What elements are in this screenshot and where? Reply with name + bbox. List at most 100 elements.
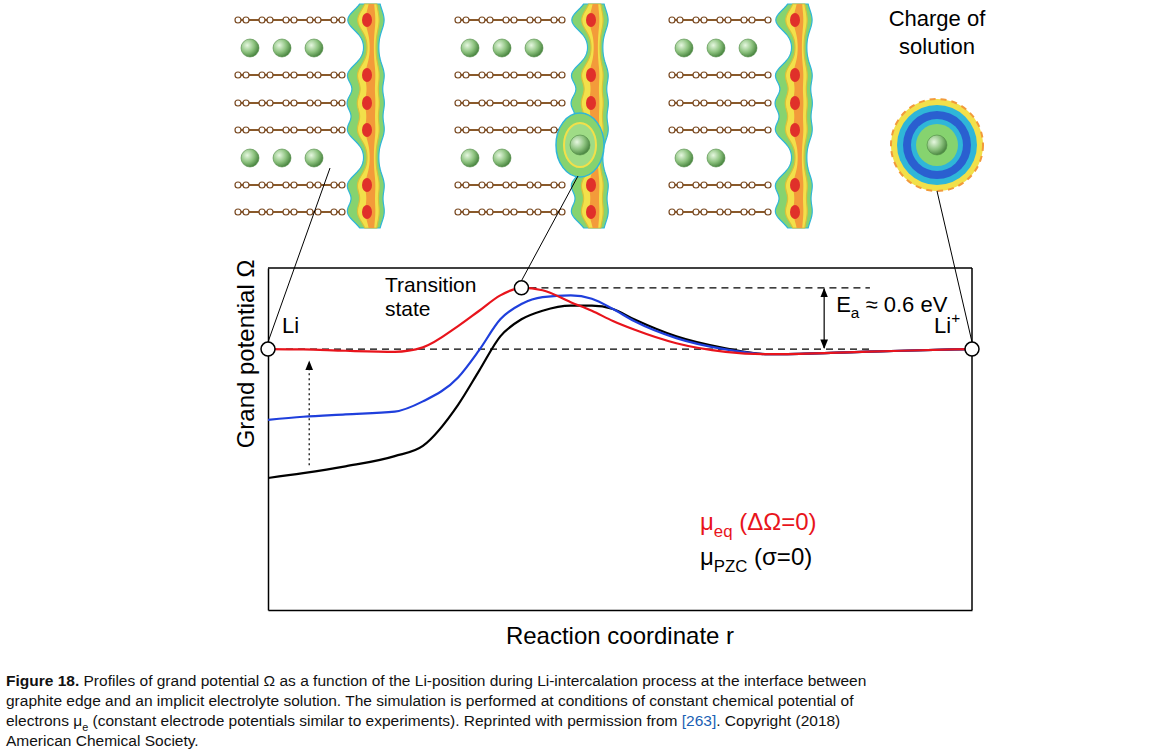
text-run: E xyxy=(836,292,851,317)
carbon xyxy=(283,100,289,106)
density-peak xyxy=(362,178,372,192)
carbon xyxy=(749,209,755,215)
solution-shell xyxy=(891,99,983,191)
carbon xyxy=(511,127,517,133)
graphite-layer xyxy=(235,209,345,215)
carbon xyxy=(693,209,699,215)
carbon xyxy=(235,127,241,133)
density-peak xyxy=(586,68,596,82)
carbon xyxy=(677,182,683,188)
carbon xyxy=(717,100,723,106)
li-atom xyxy=(461,39,479,57)
carbon xyxy=(535,17,541,23)
shift-arrow xyxy=(309,361,310,465)
text-run: . Copyright (2018) xyxy=(716,712,840,729)
carbon xyxy=(669,127,675,133)
carbon xyxy=(503,209,509,215)
li-atom xyxy=(707,39,725,57)
graphite-layer xyxy=(455,127,565,133)
carbon xyxy=(243,17,249,23)
carbon xyxy=(741,72,747,78)
carbon xyxy=(487,72,493,78)
text-run: eq xyxy=(714,522,733,541)
carbon xyxy=(693,72,699,78)
carbon xyxy=(487,17,493,23)
carbon xyxy=(765,72,771,78)
carbon xyxy=(669,72,675,78)
carbon xyxy=(235,100,241,106)
carbon xyxy=(701,17,707,23)
text-run: Li xyxy=(282,313,299,338)
carbon xyxy=(749,127,755,133)
carbon xyxy=(455,17,461,23)
graphite-layer xyxy=(235,100,345,106)
graphite-layer xyxy=(669,127,771,133)
text-run: μ xyxy=(700,543,714,570)
carbon xyxy=(749,72,755,78)
carbon xyxy=(479,182,485,188)
graphite-layer xyxy=(455,17,565,23)
carbon xyxy=(527,182,533,188)
li-atom xyxy=(707,149,725,167)
text-run: state xyxy=(385,297,431,320)
carbon xyxy=(511,100,517,106)
carbon xyxy=(511,209,517,215)
carbon xyxy=(741,127,747,133)
density-peak xyxy=(362,123,372,137)
carbon xyxy=(701,209,707,215)
carbon xyxy=(503,182,509,188)
carbon xyxy=(307,127,313,133)
carbon xyxy=(243,127,249,133)
carbon xyxy=(267,17,273,23)
carbon xyxy=(487,182,493,188)
carbon xyxy=(503,127,509,133)
graphite-layer xyxy=(455,182,565,188)
carbon xyxy=(741,100,747,106)
text-run: PZC xyxy=(714,557,748,576)
x-axis xyxy=(269,610,973,611)
carbon xyxy=(677,17,683,23)
carbon xyxy=(741,182,747,188)
carbon xyxy=(765,17,771,23)
li-atom xyxy=(273,149,291,167)
carbon xyxy=(693,100,699,106)
charge-density xyxy=(775,4,812,228)
carbon xyxy=(717,17,723,23)
carbon xyxy=(479,72,485,78)
carbon xyxy=(535,182,541,188)
carbon xyxy=(551,182,557,188)
carbon xyxy=(551,209,557,215)
carbon xyxy=(511,72,517,78)
density-band xyxy=(347,4,384,228)
density-peak xyxy=(790,13,800,27)
density-band xyxy=(785,4,807,228)
carbon xyxy=(741,17,747,23)
text-run: [263] xyxy=(682,712,716,729)
text-run: Figure 18. xyxy=(6,672,79,689)
carbon xyxy=(765,182,771,188)
carbon xyxy=(339,100,345,106)
carbon xyxy=(717,182,723,188)
carbon xyxy=(559,72,565,78)
carbon xyxy=(307,182,313,188)
carbon xyxy=(463,182,469,188)
carbon xyxy=(551,127,557,133)
y-axis-line xyxy=(268,269,270,611)
li-atom xyxy=(927,135,947,155)
carbon xyxy=(535,127,541,133)
carbon xyxy=(267,182,273,188)
text-run: solution xyxy=(899,34,975,59)
carbon xyxy=(527,17,533,23)
caption-line: electrons μe (constant electrode potenti… xyxy=(6,712,840,733)
carbon xyxy=(725,100,731,106)
carbon xyxy=(749,182,755,188)
carbon xyxy=(669,209,675,215)
density-peak xyxy=(790,68,800,82)
legend-entry: μPZC (σ=0) xyxy=(700,543,812,576)
li-atom xyxy=(675,149,693,167)
carbon xyxy=(259,127,265,133)
li-atom xyxy=(305,149,323,167)
graphite-layer xyxy=(235,17,345,23)
x-axis-line xyxy=(269,610,973,612)
carbon xyxy=(701,72,707,78)
